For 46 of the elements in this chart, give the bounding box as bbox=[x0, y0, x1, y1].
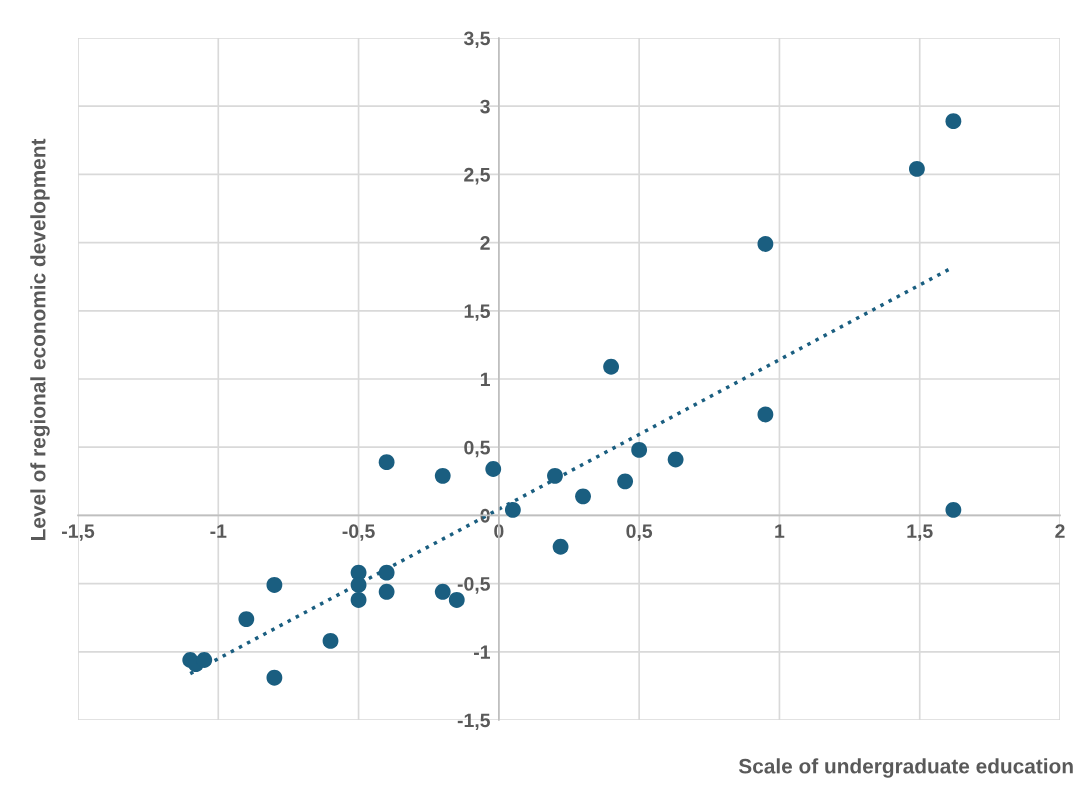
y-tick-label: 0,5 bbox=[464, 440, 490, 458]
point bbox=[196, 652, 213, 668]
x-tick-label: 2 bbox=[1055, 524, 1065, 538]
point bbox=[667, 451, 684, 468]
point bbox=[945, 502, 962, 518]
point bbox=[603, 358, 619, 375]
y-tick-label: 3 bbox=[480, 99, 490, 114]
point bbox=[434, 583, 451, 600]
y-axis-title: Level of regional economic development bbox=[30, 138, 50, 541]
point bbox=[350, 592, 367, 608]
point bbox=[378, 454, 395, 471]
y-tick-label: 1,5 bbox=[464, 304, 490, 321]
x-tick-label: 1 bbox=[775, 524, 785, 538]
point bbox=[266, 669, 283, 686]
point bbox=[908, 161, 925, 177]
y-tick-label: -1,5 bbox=[457, 713, 490, 731]
y-tick-label: 3,5 bbox=[463, 31, 490, 49]
point bbox=[547, 467, 563, 484]
y-tick-label: -1 bbox=[474, 645, 490, 659]
x-tick-label: 0,5 bbox=[626, 524, 653, 541]
point bbox=[757, 406, 774, 423]
point bbox=[631, 442, 648, 458]
y-tick-label: 1 bbox=[480, 372, 490, 387]
point bbox=[485, 461, 502, 477]
point bbox=[945, 113, 962, 130]
y-tick-label: -0,5 bbox=[457, 577, 490, 594]
x-tick-label: -0,5 bbox=[342, 524, 375, 541]
x-tick-label: -1 bbox=[210, 524, 227, 538]
point bbox=[238, 611, 255, 627]
point bbox=[552, 538, 569, 555]
point bbox=[757, 236, 774, 252]
point bbox=[575, 488, 591, 505]
point bbox=[350, 577, 367, 593]
point bbox=[448, 592, 465, 608]
point bbox=[322, 632, 339, 649]
y-tick-label: 2,5 bbox=[464, 167, 490, 185]
x-tick-label: -1,5 bbox=[62, 524, 95, 541]
point bbox=[434, 467, 451, 484]
y-tick-label: 2 bbox=[480, 236, 490, 250]
point bbox=[378, 564, 395, 581]
x-axis-title: Scale of undergraduate education bbox=[738, 758, 1073, 778]
point bbox=[617, 473, 634, 490]
point bbox=[504, 502, 521, 518]
x-tick-label: 1,5 bbox=[907, 524, 933, 541]
point bbox=[266, 577, 283, 593]
point bbox=[378, 583, 395, 600]
